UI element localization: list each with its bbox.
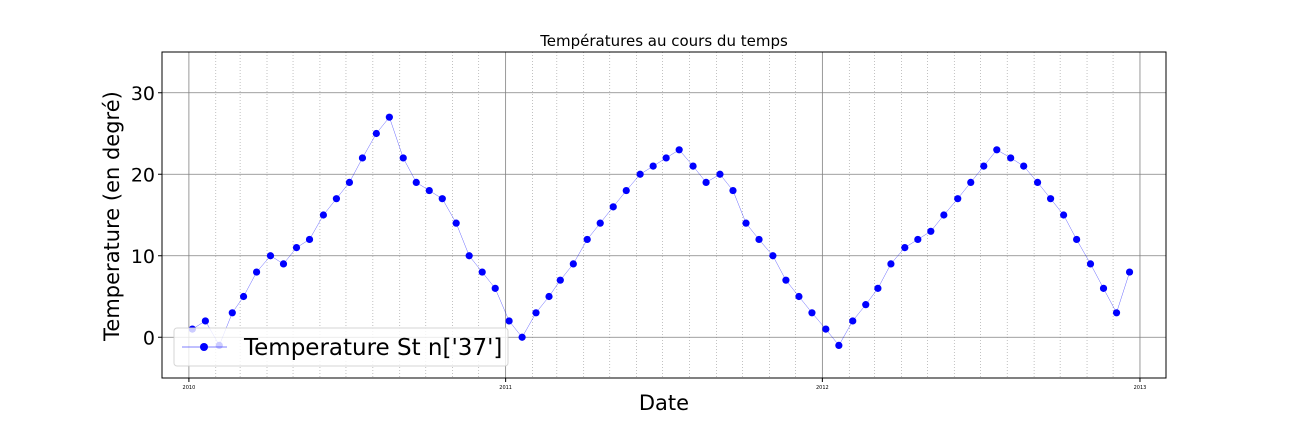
x-tick-label: 2010 — [183, 385, 196, 391]
data-point — [622, 186, 630, 195]
data-point — [505, 317, 513, 325]
data-point — [954, 195, 962, 203]
data-point — [755, 235, 763, 244]
data-point — [609, 203, 617, 211]
data-point — [452, 219, 460, 227]
data-point — [399, 154, 407, 162]
data-point — [649, 162, 657, 170]
data-point — [1099, 284, 1108, 292]
data-point — [729, 186, 737, 195]
legend: Temperature St n['37'] — [173, 327, 509, 367]
data-point — [1020, 162, 1028, 170]
x-tick-label: 2011 — [499, 385, 512, 391]
y-axis-label: Temperature (en degré) — [100, 91, 124, 342]
data-point — [716, 170, 724, 178]
data-point — [556, 276, 564, 284]
data-point — [385, 113, 393, 121]
data-point — [545, 292, 553, 301]
data-point — [1046, 195, 1055, 203]
legend-point-marker — [200, 343, 208, 351]
x-tick-label: 2013 — [1134, 385, 1147, 391]
data-point — [662, 154, 670, 162]
data-point — [782, 276, 790, 284]
data-point — [252, 268, 261, 276]
data-point — [742, 219, 750, 227]
data-point — [319, 211, 328, 219]
data-point — [1125, 268, 1134, 276]
data-point — [412, 178, 420, 186]
data-point — [769, 252, 777, 260]
data-point — [808, 309, 816, 317]
data-point — [1033, 178, 1042, 186]
data-point — [478, 268, 486, 276]
data-point — [795, 292, 803, 301]
data-point — [345, 178, 354, 186]
data-point — [305, 235, 314, 244]
data-point — [1112, 309, 1121, 317]
data-point — [532, 309, 540, 317]
data-point — [901, 244, 909, 252]
data-point — [438, 195, 446, 203]
data-point — [425, 186, 433, 195]
legend-label: Temperature St n['37'] — [243, 335, 502, 361]
x-axis-label: Date — [639, 391, 689, 415]
plot-frame — [161, 51, 1167, 379]
data-point — [372, 129, 380, 138]
tick-layer: 2010 2011 2012 2013 0 10 20 30 — [131, 83, 1147, 391]
data-point — [1007, 154, 1015, 162]
data-point — [1086, 260, 1095, 268]
data-point — [596, 219, 604, 227]
data-point — [239, 292, 248, 301]
data-point — [675, 146, 683, 154]
data-point — [1073, 235, 1081, 244]
y-tick-label: 20 — [131, 164, 155, 186]
x-tick-label: 2012 — [816, 385, 829, 391]
data-point — [689, 162, 697, 170]
data-point — [465, 252, 473, 260]
chart-title: Températures au cours du temps — [539, 32, 788, 50]
series-line — [192, 116, 1130, 346]
data-point — [583, 235, 591, 244]
legend-box — [173, 327, 509, 367]
data-point — [940, 211, 948, 219]
data-point — [927, 227, 935, 235]
y-tick-label: 10 — [131, 246, 155, 268]
data-point — [491, 284, 499, 292]
data-point — [887, 260, 895, 268]
data-point — [636, 170, 644, 178]
series-layer — [188, 113, 1134, 349]
data-point — [702, 178, 710, 186]
data-point — [518, 333, 526, 341]
data-point — [835, 341, 843, 349]
data-point — [569, 260, 577, 268]
data-point — [993, 146, 1001, 154]
data-point — [967, 178, 975, 186]
data-point — [266, 252, 275, 260]
data-point — [862, 301, 870, 309]
y-tick-label: 30 — [131, 83, 155, 105]
data-point — [980, 162, 988, 170]
data-point — [228, 309, 236, 317]
data-point — [849, 317, 857, 325]
data-point — [1060, 211, 1068, 219]
data-point — [332, 195, 341, 203]
data-point — [358, 154, 367, 162]
data-point — [279, 260, 288, 268]
data-point — [292, 244, 301, 252]
y-tick-label: 0 — [143, 327, 155, 349]
data-point — [914, 235, 922, 244]
data-point — [874, 284, 882, 292]
data-point — [201, 317, 209, 325]
data-point — [822, 325, 830, 333]
